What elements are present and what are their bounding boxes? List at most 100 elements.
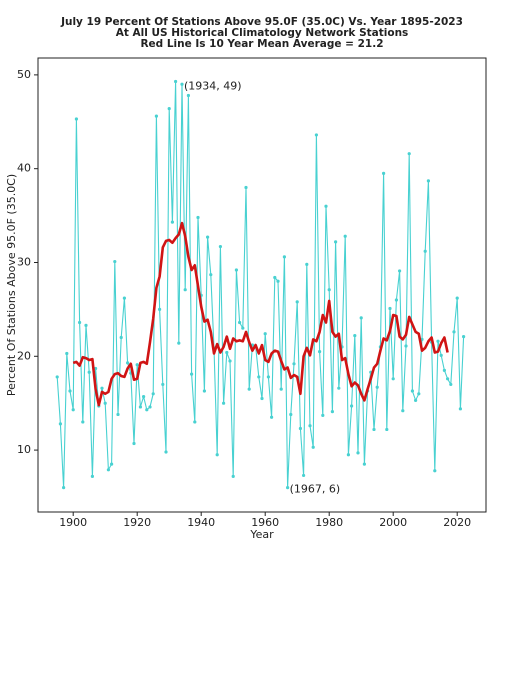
data-point <box>279 387 283 391</box>
data-point <box>462 334 466 339</box>
data-point <box>78 320 82 325</box>
data-point <box>183 288 187 292</box>
data-point <box>324 204 328 208</box>
data-point <box>58 422 63 426</box>
data-point <box>65 351 69 356</box>
data-point <box>151 392 155 396</box>
data-point <box>362 462 366 466</box>
data-point <box>295 300 299 304</box>
mean-line <box>72 221 449 407</box>
data-point <box>334 240 338 244</box>
data-point <box>439 353 443 357</box>
x-tick-label: 1940 <box>187 516 215 529</box>
data-point <box>270 415 274 419</box>
data-point <box>177 341 181 345</box>
data-point <box>263 332 267 336</box>
y-tick-label: 30 <box>17 255 31 268</box>
data-point <box>426 179 430 183</box>
data-point <box>298 426 302 431</box>
data-point <box>234 268 238 272</box>
data-point <box>113 259 117 264</box>
x-tick-label: 1900 <box>59 516 87 529</box>
data-point <box>90 474 94 478</box>
data-point <box>356 451 360 455</box>
x-tick-label: 2000 <box>379 516 407 529</box>
data-point <box>218 244 222 249</box>
x-tick-label: 1960 <box>251 516 279 529</box>
chart-title: July 19 Percent Of Stations Above 95.0F … <box>60 16 463 28</box>
data-point <box>241 326 245 330</box>
data-point <box>215 453 219 457</box>
data-point <box>337 386 341 390</box>
x-tick-label: 1920 <box>123 516 151 529</box>
data-point <box>87 370 91 374</box>
data-point <box>164 450 168 454</box>
data-point <box>292 362 296 366</box>
data-point <box>260 396 264 401</box>
x-tick-label: 2020 <box>443 516 471 529</box>
data-point <box>132 441 136 446</box>
y-tick-label: 20 <box>17 349 31 362</box>
data-point <box>186 93 190 98</box>
x-tick-label: 1980 <box>315 516 343 529</box>
data-point <box>110 462 114 466</box>
data-point <box>225 350 229 355</box>
data-point <box>449 382 453 387</box>
data-point <box>401 409 405 413</box>
data-point <box>68 389 72 393</box>
data-line <box>56 80 465 489</box>
data-point <box>170 220 174 224</box>
annotation: (1934, 49) <box>184 79 242 92</box>
data-point <box>167 107 171 111</box>
y-axis-label: Percent Of Stations Above 95.0F (35.0C) <box>5 174 18 396</box>
data-point <box>407 152 411 156</box>
data-point <box>458 407 462 411</box>
data-point <box>158 307 162 311</box>
data-point <box>55 375 59 379</box>
data-point <box>404 344 408 348</box>
y-tick-label: 50 <box>17 68 31 81</box>
data-point <box>84 323 88 327</box>
chart-title: Red Line Is 10 Year Mean Average = 21.2 <box>140 38 383 50</box>
data-point <box>385 427 389 432</box>
data-point <box>190 372 194 376</box>
data-point <box>442 368 446 372</box>
data-point <box>359 316 363 320</box>
data-point <box>318 349 322 354</box>
data-point <box>388 306 392 311</box>
data-point <box>74 117 78 121</box>
data-point <box>289 412 293 417</box>
data-point <box>382 171 386 175</box>
data-point <box>244 185 248 190</box>
data-point <box>103 401 107 405</box>
data-point <box>455 296 459 300</box>
data-point <box>138 405 142 409</box>
data-point <box>452 330 456 334</box>
data-point <box>126 361 130 365</box>
data-point <box>436 339 440 343</box>
data-point <box>257 375 261 379</box>
data-point <box>62 486 66 490</box>
data-point <box>350 404 354 408</box>
data-point <box>398 269 402 273</box>
data-point <box>94 366 98 371</box>
data-point <box>106 468 110 472</box>
x-axis-label: Year <box>249 528 274 541</box>
data-point <box>302 473 306 478</box>
data-point <box>154 114 158 118</box>
plot-frame <box>37 57 487 513</box>
data-point <box>135 363 139 367</box>
data-point <box>308 424 312 428</box>
annotation: (1967, 6) <box>290 483 341 496</box>
data-point <box>343 234 347 238</box>
data-point <box>100 386 104 390</box>
data-point <box>391 377 395 381</box>
chart-title: At All US Historical Climatology Network… <box>116 27 409 39</box>
data-point <box>305 262 309 266</box>
data-point <box>433 469 437 473</box>
data-point <box>206 235 210 239</box>
data-point <box>161 382 165 387</box>
data-point <box>193 420 197 424</box>
data-point <box>414 398 418 402</box>
